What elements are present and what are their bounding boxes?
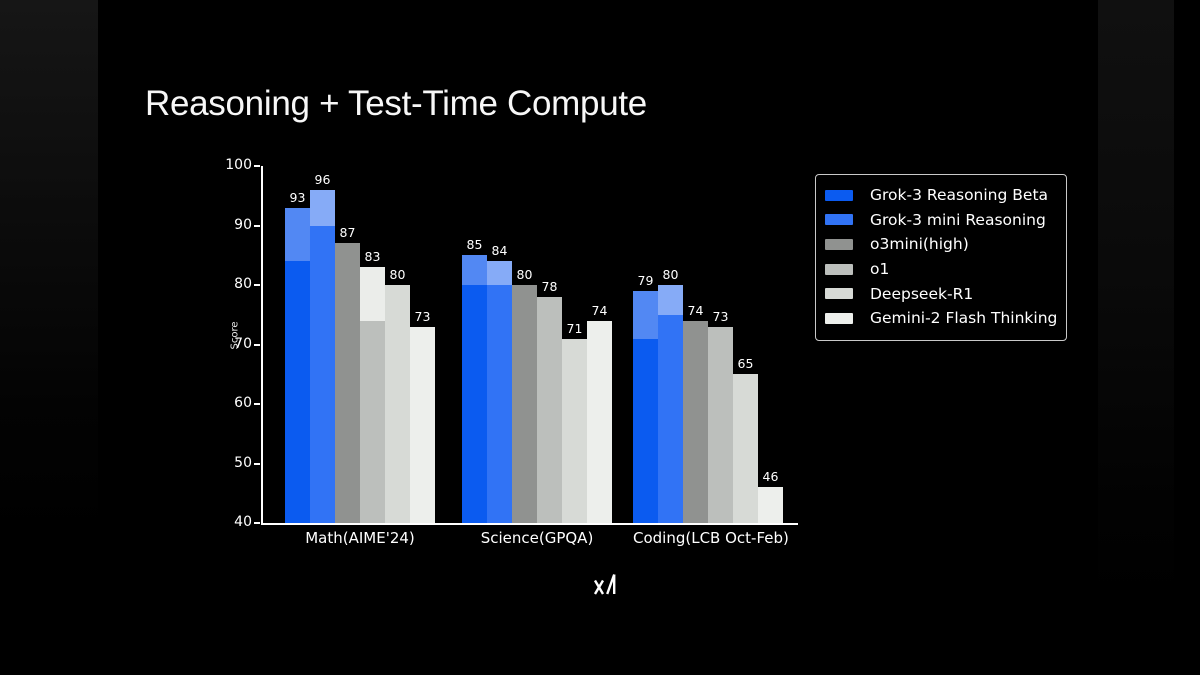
bar-o1 — [708, 326, 733, 523]
bar-gemini-2-flash-thinking — [587, 320, 612, 523]
bar-value-label: 96 — [314, 171, 331, 187]
bar-group-2: 85 84 80 78 71 74 Science(GPQA) — [462, 166, 612, 547]
y-tick-mark — [254, 224, 260, 227]
y-tick-mark — [254, 403, 260, 405]
bar-o1 — [360, 267, 385, 523]
bar-value-label: 87 — [339, 225, 356, 241]
y-tick-mark — [254, 343, 260, 346]
bar-test-time-compute-segment — [633, 290, 658, 339]
bar-o3mini-high- — [335, 243, 360, 523]
bar-grok-3-reasoning-beta — [285, 207, 310, 523]
xai-logo-icon — [593, 574, 616, 595]
bar-grok-3-reasoning-beta — [633, 290, 658, 523]
x-tick-label: Math(AIME'24) — [305, 529, 415, 547]
legend-item: Grok-3 Reasoning Beta — [825, 183, 1056, 208]
bar-o3mini-high- — [512, 285, 537, 523]
legend-label: Gemini-2 Flash Thinking — [870, 309, 1058, 328]
bar-value-label: 73 — [712, 308, 729, 324]
bar-value-label: 80 — [389, 267, 406, 282]
bar-value-label: 46 — [762, 469, 779, 485]
legend-item: o1 — [825, 257, 1056, 282]
chart-legend: Grok-3 Reasoning Beta Grok-3 mini Reasoni… — [815, 174, 1067, 341]
bar-test-time-compute-segment — [310, 189, 335, 226]
y-tick-label: 50 — [234, 454, 252, 471]
legend-swatch — [825, 288, 853, 300]
bar-test-time-compute-segment — [360, 267, 385, 321]
y-tick-label: 100 — [225, 157, 252, 173]
bar-deepseek-r1 — [385, 285, 410, 523]
legend-swatch — [825, 214, 853, 226]
x-tick-label: Coding(LCB Oct-Feb) — [633, 529, 789, 547]
bar-group-3: 79 80 74 73 65 46 Coding(LCB Oct-Feb) — [633, 166, 789, 547]
bar-value-label: 79 — [637, 272, 654, 288]
bar-test-time-compute-segment — [285, 207, 310, 262]
bar-test-time-compute-segment — [487, 261, 512, 285]
y-axis-line — [261, 166, 263, 525]
bar-test-time-compute-segment — [462, 255, 487, 285]
left-edge-shading — [0, 0, 98, 675]
legend-swatch — [825, 312, 853, 324]
legend-item: Grok-3 mini Reasoning — [825, 208, 1056, 233]
bar-value-label: 85 — [466, 237, 483, 253]
x-axis-line — [261, 523, 798, 525]
bar-value-label: 83 — [364, 249, 381, 265]
bar-group-1: 93 96 87 83 80 73 Math(AIME'24) — [285, 166, 435, 547]
bar-grok-3-reasoning-beta — [462, 255, 487, 523]
y-tick-label: 40 — [234, 514, 252, 530]
y-tick-label: 90 — [234, 216, 252, 233]
bar-value-label: 65 — [737, 356, 754, 372]
right-edge-shading — [1098, 0, 1174, 675]
legend-swatch — [825, 189, 853, 201]
legend-label: o3mini(high) — [870, 235, 969, 254]
legend-item: o3mini(high) — [825, 232, 1056, 257]
legend-swatch — [825, 238, 853, 250]
bar-grok-3-mini-reasoning — [310, 189, 335, 523]
bar-value-label: 73 — [414, 308, 431, 324]
bar-value-label: 78 — [541, 278, 558, 294]
y-tick-label: 80 — [234, 276, 252, 292]
y-tick-mark — [254, 462, 260, 465]
bar-value-label: 71 — [566, 320, 583, 336]
bar-test-time-compute-segment — [658, 285, 683, 315]
bar-o1 — [537, 296, 562, 523]
bar-gemini-2-flash-thinking — [758, 487, 783, 523]
xai-logo — [588, 572, 622, 598]
y-tick-mark — [254, 522, 260, 524]
bar-value-label: 84 — [491, 243, 508, 259]
bar-value-label: 74 — [591, 302, 608, 318]
bar-value-label: 80 — [662, 267, 679, 282]
bar-value-label: 80 — [516, 267, 533, 282]
bar-chart: 40 50 60 70 80 90 100 93 96 87 83 80 73 Math(AIME'24… — [225, 157, 798, 547]
legend-item: Gemini-2 Flash Thinking — [825, 306, 1058, 331]
x-tick-label: Science(GPQA) — [480, 529, 594, 547]
legend-label: Grok-3 Reasoning Beta — [870, 186, 1049, 205]
y-tick-mark — [254, 165, 260, 167]
legend-label: Deepseek-R1 — [870, 284, 974, 303]
bar-deepseek-r1 — [562, 338, 587, 523]
page-title: Reasoning + Test-Time Compute — [145, 84, 647, 123]
y-tick-mark — [254, 284, 260, 286]
y-tick-label: 70 — [234, 335, 252, 352]
bar-value-label: 74 — [687, 302, 704, 318]
legend-label: Grok-3 mini Reasoning — [870, 210, 1046, 229]
legend-label: o1 — [870, 260, 890, 279]
bar-deepseek-r1 — [733, 374, 758, 523]
legend-item: Deepseek-R1 — [825, 281, 1056, 306]
bar-grok-3-mini-reasoning — [658, 285, 683, 523]
bar-grok-3-mini-reasoning — [487, 261, 512, 523]
bar-value-label: 93 — [289, 189, 306, 205]
legend-swatch — [825, 263, 853, 275]
bar-o3mini-high- — [683, 320, 708, 523]
bar-gemini-2-flash-thinking — [410, 326, 435, 523]
y-tick-label: 60 — [234, 395, 252, 411]
